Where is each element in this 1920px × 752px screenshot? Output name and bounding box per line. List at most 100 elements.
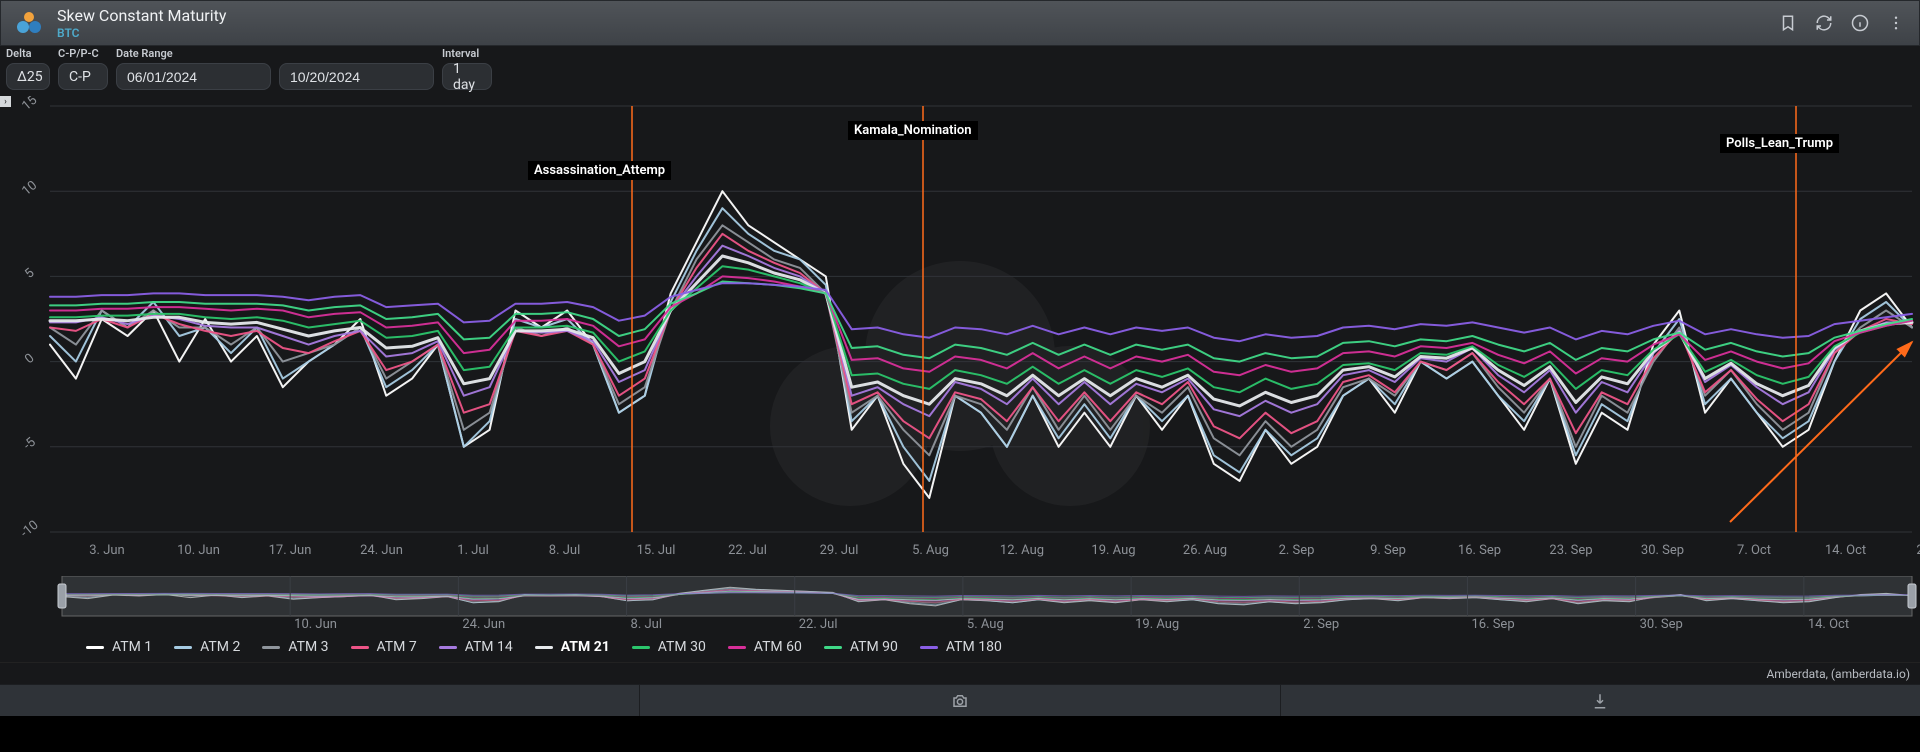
legend-item[interactable]: ATM 30 [632, 639, 706, 655]
page-subtitle: BTC [57, 26, 226, 40]
svg-text:0: 0 [22, 351, 37, 367]
svg-text:21. Oct: 21. Oct [1916, 543, 1920, 558]
main-chart[interactable]: › -10-50510153. Jun10. Jun17. Jun24. Jun… [0, 96, 1920, 576]
legend: ATM 1 ATM 2 ATM 3 ATM 7 ATM 14 ATM 21 ATM 30 AT… [0, 632, 1920, 662]
date-range-label: Date Range [116, 47, 434, 60]
date-to-input[interactable] [279, 63, 434, 90]
svg-text:5. Aug: 5. Aug [967, 617, 1004, 632]
app-logo [11, 5, 47, 41]
svg-text:30. Sep: 30. Sep [1641, 543, 1684, 558]
legend-label: ATM 180 [946, 639, 1002, 655]
cp-label: C-P/P-C [58, 47, 108, 60]
legend-item[interactable]: ATM 1 [86, 639, 152, 655]
legend-label: ATM 90 [850, 639, 898, 655]
svg-text:9. Sep: 9. Sep [1370, 543, 1406, 558]
interval-control: Interval 1 day [442, 47, 492, 90]
date-from-input[interactable] [116, 63, 271, 90]
interval-label: Interval [442, 47, 492, 60]
legend-swatch [535, 646, 553, 649]
legend-label: ATM 1 [112, 639, 152, 655]
svg-text:14. Oct: 14. Oct [1808, 617, 1849, 632]
svg-text:10. Jun: 10. Jun [177, 543, 220, 558]
svg-text:3. Jun: 3. Jun [89, 543, 124, 558]
title-block: Skew Constant Maturity BTC [57, 6, 226, 40]
legend-label: ATM 21 [561, 639, 610, 655]
legend-label: ATM 2 [200, 639, 240, 655]
camera-button[interactable] [640, 685, 1280, 716]
bottom-seg-1[interactable] [0, 685, 640, 716]
legend-swatch [824, 646, 842, 649]
svg-text:24. Jun: 24. Jun [360, 543, 403, 558]
svg-text:-10: -10 [18, 518, 42, 541]
legend-swatch [632, 646, 650, 649]
svg-text:17. Jun: 17. Jun [269, 543, 312, 558]
legend-item[interactable]: ATM 60 [728, 639, 802, 655]
svg-text:-5: -5 [21, 435, 39, 454]
svg-text:8. Jul: 8. Jul [631, 617, 662, 632]
svg-text:22. Jul: 22. Jul [799, 617, 838, 632]
legend-item[interactable]: ATM 180 [920, 639, 1002, 655]
legend-item[interactable]: ATM 2 [174, 639, 240, 655]
svg-text:24. Jun: 24. Jun [462, 617, 505, 632]
delta-select[interactable]: Δ25 [6, 63, 50, 90]
svg-text:10. Jun: 10. Jun [294, 617, 337, 632]
date-range-control: Date Range [116, 47, 434, 90]
legend-swatch [439, 646, 457, 649]
legend-swatch [86, 646, 104, 649]
event-annotation: Kamala_Nomination [848, 121, 978, 140]
legend-swatch [262, 646, 280, 649]
legend-swatch [728, 646, 746, 649]
svg-text:12. Aug: 12. Aug [1000, 543, 1044, 558]
bookmark-icon[interactable] [1775, 10, 1801, 36]
legend-label: ATM 30 [658, 639, 706, 655]
svg-text:19. Aug: 19. Aug [1091, 543, 1135, 558]
legend-item[interactable]: ATM 3 [262, 639, 328, 655]
svg-text:1. Jul: 1. Jul [457, 543, 488, 558]
cp-control: C-P/P-C C-P [58, 47, 108, 90]
legend-item[interactable]: ATM 14 [439, 639, 513, 655]
brush-timeline[interactable]: 10. Jun 24. Jun 8. Jul 22. Jul 5. Aug 19. Aug… [0, 576, 1920, 632]
legend-item[interactable]: ATM 7 [351, 639, 417, 655]
svg-text:15. Jul: 15. Jul [637, 543, 676, 558]
legend-item[interactable]: ATM 21 [535, 639, 610, 655]
cp-select[interactable]: C-P [58, 63, 108, 90]
delta-label: Delta [6, 47, 50, 60]
svg-text:30. Sep: 30. Sep [1640, 617, 1683, 632]
svg-text:26. Aug: 26. Aug [1183, 543, 1227, 558]
svg-text:23. Sep: 23. Sep [1549, 543, 1592, 558]
legend-label: ATM 14 [465, 639, 513, 655]
bottom-toolbar [0, 684, 1920, 716]
svg-text:2. Sep: 2. Sep [1303, 617, 1339, 632]
svg-text:7. Oct: 7. Oct [1737, 543, 1771, 558]
download-button[interactable] [1281, 685, 1920, 716]
delta-control: Delta Δ25 [6, 47, 50, 90]
refresh-icon[interactable] [1811, 10, 1837, 36]
legend-swatch [920, 646, 938, 649]
svg-text:10: 10 [19, 178, 40, 199]
svg-text:5. Aug: 5. Aug [912, 543, 949, 558]
legend-label: ATM 3 [288, 639, 328, 655]
more-icon[interactable] [1883, 10, 1909, 36]
legend-swatch [351, 646, 369, 649]
controls-row: Delta Δ25 C-P/P-C C-P Date Range Interva… [0, 46, 1920, 96]
attribution: Amberdata, (amberdata.io) [0, 662, 1920, 684]
svg-text:14. Oct: 14. Oct [1825, 543, 1866, 558]
title-bar: Skew Constant Maturity BTC [0, 0, 1920, 46]
svg-text:29. Jul: 29. Jul [820, 543, 859, 558]
legend-swatch [174, 646, 192, 649]
svg-text:5: 5 [22, 266, 37, 282]
event-annotation: Assassination_Attemp [528, 161, 671, 180]
svg-text:8. Jul: 8. Jul [549, 543, 580, 558]
legend-item[interactable]: ATM 90 [824, 639, 898, 655]
svg-text:22. Jul: 22. Jul [728, 543, 767, 558]
svg-text:16. Sep: 16. Sep [1458, 543, 1501, 558]
info-icon[interactable] [1847, 10, 1873, 36]
svg-text:15: 15 [19, 96, 40, 114]
svg-text:2. Sep: 2. Sep [1279, 543, 1315, 558]
interval-select[interactable]: 1 day [442, 63, 492, 90]
page-title: Skew Constant Maturity [57, 6, 226, 25]
legend-label: ATM 60 [754, 639, 802, 655]
event-annotation: Polls_Lean_Trump [1720, 134, 1839, 153]
svg-text:16. Sep: 16. Sep [1471, 617, 1514, 632]
svg-text:19. Aug: 19. Aug [1135, 617, 1179, 632]
